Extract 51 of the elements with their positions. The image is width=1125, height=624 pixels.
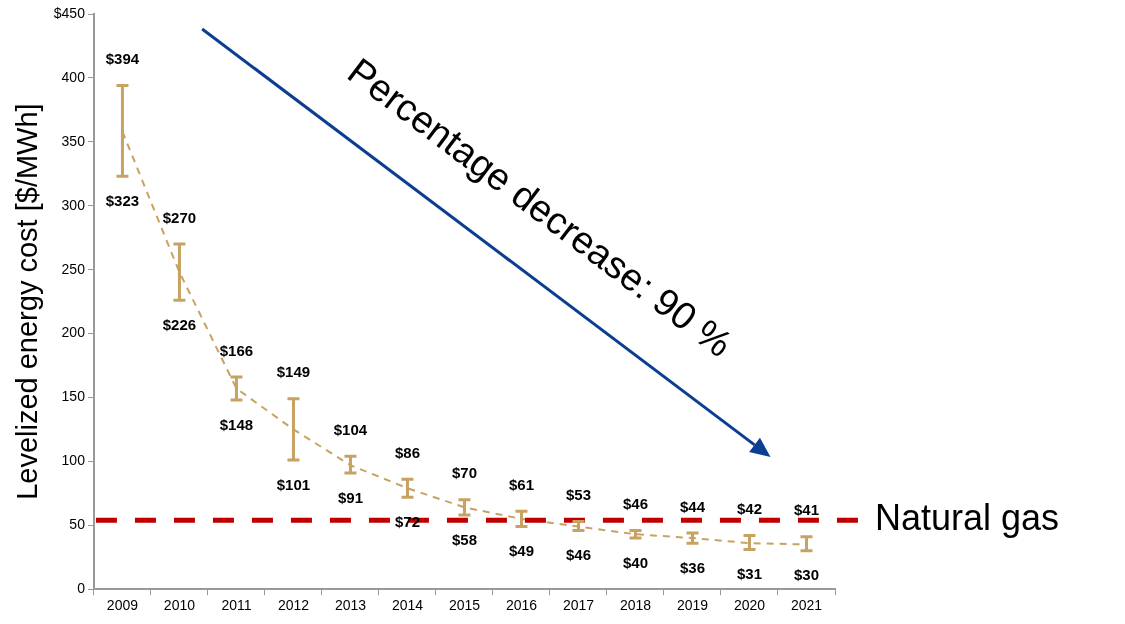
y-axis-title: Levelized energy cost [$/MWh] — [11, 103, 44, 500]
x-tick-label: 2012 — [277, 597, 310, 614]
annotation: $49 — [508, 542, 534, 560]
x-tick-label: 2020 — [733, 597, 766, 614]
annotation: $226 — [162, 315, 197, 333]
x-tick-label: 2015 — [448, 597, 481, 614]
annotation: $46 — [622, 495, 648, 513]
x-tick-label: 2009 — [106, 597, 139, 614]
annotation: $72 — [394, 512, 420, 530]
y-tick-label: $450 — [53, 4, 86, 21]
annotation: $166 — [219, 341, 254, 359]
y-tick-label: 150 — [61, 388, 86, 405]
y-tick-label: 250 — [61, 260, 86, 277]
annotation: $270 — [162, 208, 197, 226]
annotation: $46 — [565, 546, 591, 564]
annotation: $323 — [105, 191, 140, 209]
annotation: $53 — [565, 486, 591, 504]
x-tick-label: 2014 — [391, 597, 424, 614]
annotation: $31 — [736, 565, 763, 583]
annotation: $42 — [736, 500, 763, 518]
annotation: $41 — [793, 501, 820, 519]
x-tick-label: 2010 — [163, 597, 196, 614]
annotation: $58 — [451, 530, 477, 548]
x-tick-label: 2018 — [619, 597, 652, 614]
annotation: $101 — [276, 475, 311, 493]
x-tick-label: 2019 — [676, 597, 709, 614]
annotation: $44 — [679, 497, 706, 515]
annotation: $104 — [333, 420, 368, 438]
annotation: $148 — [219, 415, 254, 433]
x-tick-label: 2016 — [505, 597, 538, 614]
y-tick-label: 0 — [77, 580, 86, 597]
x-tick-label: 2011 — [221, 597, 252, 614]
y-tick-label: 400 — [61, 68, 86, 85]
annotation: $40 — [622, 553, 648, 571]
annotation: $30 — [793, 566, 820, 584]
annotation: $149 — [276, 363, 311, 381]
y-tick-label: 300 — [61, 196, 86, 213]
y-tick-label: 50 — [69, 516, 86, 533]
annotation: $61 — [508, 475, 534, 493]
y-tick-label: 200 — [61, 324, 86, 341]
ref-line-label: Natural gas — [875, 497, 1060, 539]
annotation: $394 — [105, 50, 140, 68]
annotation: $91 — [337, 488, 363, 506]
annotation: $70 — [451, 464, 477, 482]
annotation: $86 — [394, 443, 420, 461]
x-tick-label: 2021 — [790, 597, 823, 614]
y-tick-label: 100 — [61, 452, 86, 469]
annotation: $36 — [679, 558, 705, 576]
x-tick-label: 2013 — [334, 597, 367, 614]
x-tick-label: 2017 — [562, 597, 595, 614]
y-tick-label: 350 — [61, 132, 86, 149]
